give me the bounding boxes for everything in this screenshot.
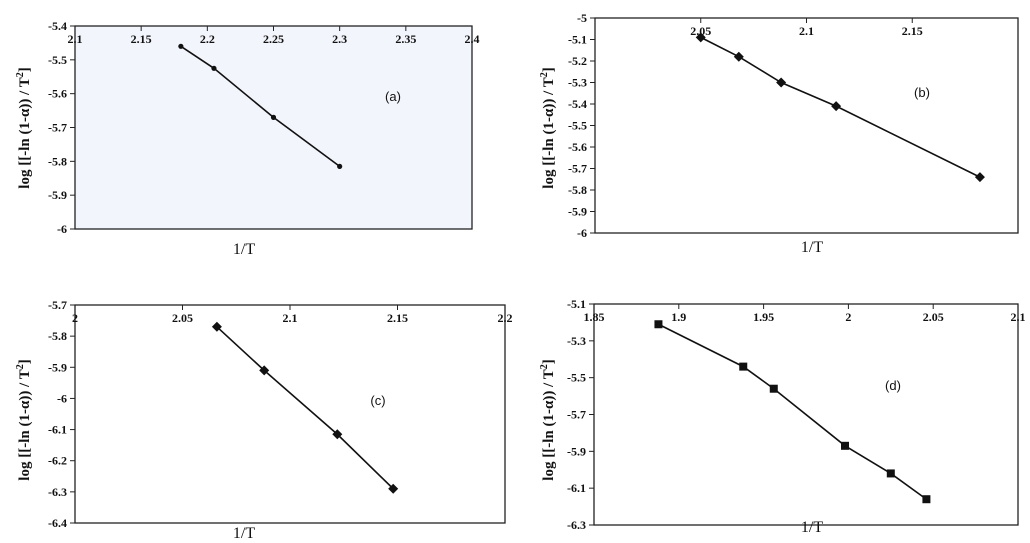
data-point-marker xyxy=(769,384,778,393)
panel-label: (d) xyxy=(885,378,901,393)
chart-panel-d: -5.1 -5.3 -5.5 -5.7 -5.9 -6.1 -6.3 1.85 1.9 1.95 2… xyxy=(539,297,1026,536)
x-tick-label: 2.05 xyxy=(172,311,193,325)
series-line xyxy=(180,45,341,168)
y-tick-label: -5.5 xyxy=(568,119,587,133)
chart-panel-a: -5.4 -5.5 -5.6 -5.7 -5.8 -5.9 -6 2.1 2.15 2.2 2.25… xyxy=(15,19,480,258)
data-point-marker xyxy=(886,469,895,478)
plot-area xyxy=(594,17,1019,234)
panel-label: (b) xyxy=(914,85,930,100)
x-tick-label: 2.1 xyxy=(283,311,298,325)
y-tick-label: -5 xyxy=(577,11,587,25)
y-tick-label: -5.9 xyxy=(568,205,587,219)
x-tick-label: 2.1 xyxy=(68,32,83,46)
y-tick-label: -5.5 xyxy=(567,371,586,385)
y-tick-label: -6.1 xyxy=(567,481,586,495)
y-tick-label: -5.8 xyxy=(48,154,67,168)
y-tick-label: -5.7 xyxy=(48,298,67,312)
y-tick-label: -6.2 xyxy=(48,454,67,468)
x-tick-label: 2.1 xyxy=(1011,310,1026,324)
x-tick-label: 2.15 xyxy=(902,24,923,38)
x-tick-label: 2 xyxy=(845,310,851,324)
x-tick-label: 2.15 xyxy=(131,32,152,46)
y-tick-label: -6.1 xyxy=(48,423,67,437)
y-tick-label: -6 xyxy=(57,222,67,236)
x-tick-label: 2.25 xyxy=(263,32,284,46)
y-tick-label: -6.3 xyxy=(567,518,586,532)
y-tick-label: -5.1 xyxy=(568,33,587,47)
x-tick-label: 2 xyxy=(72,311,78,325)
y-axis-title: log [[-ln (1-α)) / T2] xyxy=(15,359,33,480)
y-tick-label: -5.3 xyxy=(568,76,587,90)
y-tick-label: -5.7 xyxy=(568,162,587,176)
chart-panel-b: -5 -5.1 -5.2 -5.3 -5.4 -5.5 -5.6 -5.7 -5.8 -5.9 -6… xyxy=(539,11,1019,256)
y-tick-label: -5.7 xyxy=(567,408,586,422)
x-tick-label: 2.35 xyxy=(395,32,416,46)
data-point-marker xyxy=(831,101,842,112)
x-tick-label: 2.05 xyxy=(690,24,711,38)
y-tick-label: -5.1 xyxy=(567,297,586,311)
y-tick-label: -5.2 xyxy=(568,54,587,68)
data-point-marker xyxy=(654,320,663,329)
data-point-marker xyxy=(922,495,931,504)
data-point-marker xyxy=(733,51,744,62)
y-tick-label: -6.3 xyxy=(48,485,67,499)
y-tick-label: -5.6 xyxy=(568,140,587,154)
y-tick-label: -6.4 xyxy=(48,516,67,530)
plot-area xyxy=(74,25,473,230)
y-axis-title: log [[-ln (1-α)) / T2] xyxy=(539,67,557,188)
x-tick-label: 1.9 xyxy=(671,310,686,324)
y-axis-title: log [[-ln (1-α)) / T2] xyxy=(539,359,557,480)
y-tick-label: -5.8 xyxy=(568,183,587,197)
data-point-marker xyxy=(211,321,222,332)
panel-label: (a) xyxy=(385,89,401,104)
x-tick-label: 2.4 xyxy=(465,32,480,46)
data-point-marker xyxy=(695,32,706,43)
y-axis-title: log [[-ln (1-α)) / T2] xyxy=(15,67,33,188)
x-tick-label: 2.2 xyxy=(498,311,513,325)
y-tick-label: -5.4 xyxy=(568,97,587,111)
x-tick-label: 2.3 xyxy=(332,32,347,46)
x-tick-label: 2.1 xyxy=(799,24,814,38)
plot-area xyxy=(74,304,506,524)
y-tick-label: -5.9 xyxy=(48,188,67,202)
x-tick-label: 2.05 xyxy=(923,310,944,324)
y-tick-label: -5.7 xyxy=(48,121,67,135)
data-point-marker xyxy=(739,362,748,371)
data-point-marker xyxy=(841,441,850,450)
x-axis-title: 1/T xyxy=(233,525,255,542)
y-tick-label: -5.9 xyxy=(48,360,67,374)
y-tick-label: -5.8 xyxy=(48,329,67,343)
x-tick-label: 1.85 xyxy=(584,310,605,324)
x-axis-title: 1/T xyxy=(233,241,255,258)
data-point-marker xyxy=(974,172,985,183)
y-tick-label: -6 xyxy=(57,391,67,405)
x-tick-label: 2.2 xyxy=(200,32,215,46)
chart-panel-c: -5.7 -5.8 -5.9 -6 -6.1 -6.2 -6.3 -6.4 2 2.05 2.1 2.… xyxy=(15,298,513,542)
data-point-marker xyxy=(178,43,184,49)
y-tick-label: -5.6 xyxy=(48,87,67,101)
data-point-marker xyxy=(388,483,399,494)
y-tick-label: -5.4 xyxy=(48,19,67,33)
y-tick-label: -6 xyxy=(577,226,587,240)
y-tick-label: -5.5 xyxy=(48,53,67,67)
series-line xyxy=(658,323,927,500)
y-tick-label: -5.3 xyxy=(567,334,586,348)
data-point-marker xyxy=(270,114,277,120)
data-point-marker xyxy=(259,365,270,376)
data-point-marker xyxy=(776,77,787,88)
data-point-marker xyxy=(332,429,343,440)
x-tick-label: 1.95 xyxy=(753,310,774,324)
series-line xyxy=(216,326,394,490)
panel-label: (c) xyxy=(370,393,385,408)
x-axis-title: 1/T xyxy=(801,519,823,536)
data-point-marker xyxy=(337,163,343,170)
x-axis-title: 1/T xyxy=(801,239,823,256)
y-tick-label: -5.9 xyxy=(567,444,586,458)
data-point-marker xyxy=(211,65,217,71)
x-tick-label: 2.15 xyxy=(387,311,408,325)
